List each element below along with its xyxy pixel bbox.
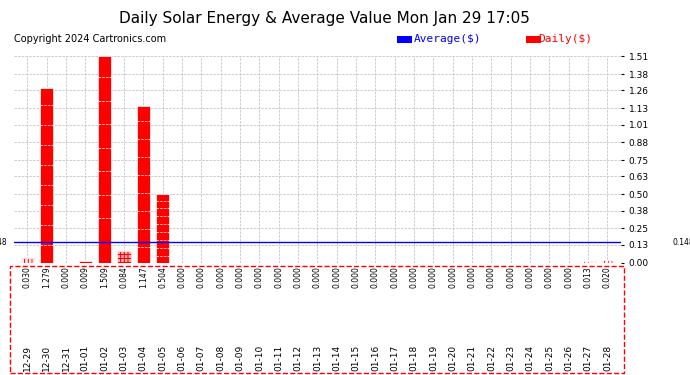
Text: 0.000: 0.000 xyxy=(429,266,438,288)
Text: 0.000: 0.000 xyxy=(468,266,477,288)
Text: 0.000: 0.000 xyxy=(448,266,457,288)
Text: 01-26: 01-26 xyxy=(564,345,573,371)
Text: 01-24: 01-24 xyxy=(526,345,535,371)
Bar xyxy=(40,88,53,262)
Text: 1.279: 1.279 xyxy=(42,266,51,288)
Bar xyxy=(21,258,34,262)
Bar xyxy=(98,56,112,262)
Text: 01-02: 01-02 xyxy=(100,345,109,371)
Text: 0.000: 0.000 xyxy=(293,266,302,288)
Text: 01-23: 01-23 xyxy=(506,345,515,371)
Text: 0.000: 0.000 xyxy=(197,266,206,288)
Text: 01-19: 01-19 xyxy=(429,345,438,371)
Text: 0.000: 0.000 xyxy=(545,266,554,288)
Text: 12-31: 12-31 xyxy=(61,345,70,371)
Text: 01-12: 01-12 xyxy=(293,345,302,371)
Text: 01-15: 01-15 xyxy=(352,345,361,371)
Text: 0.020: 0.020 xyxy=(603,266,612,288)
Text: Daily Solar Energy & Average Value Mon Jan 29 17:05: Daily Solar Energy & Average Value Mon J… xyxy=(119,11,530,26)
Text: 0.148: 0.148 xyxy=(673,238,690,247)
Text: 0.000: 0.000 xyxy=(487,266,496,288)
Text: 0.030: 0.030 xyxy=(23,266,32,288)
Bar xyxy=(79,261,92,262)
Text: 0.000: 0.000 xyxy=(313,266,322,288)
Bar xyxy=(582,261,595,262)
Text: Daily($): Daily($) xyxy=(538,34,592,44)
Text: 01-10: 01-10 xyxy=(255,345,264,371)
Text: 01-20: 01-20 xyxy=(448,345,457,371)
Bar xyxy=(156,194,170,262)
Text: 01-08: 01-08 xyxy=(216,345,225,371)
Text: 12-30: 12-30 xyxy=(42,345,51,371)
Text: 01-25: 01-25 xyxy=(545,345,554,371)
Text: 0.009: 0.009 xyxy=(81,266,90,288)
Text: Average($): Average($) xyxy=(414,34,482,44)
Text: 01-04: 01-04 xyxy=(139,345,148,371)
Text: 0.000: 0.000 xyxy=(526,266,535,288)
Text: 01-17: 01-17 xyxy=(391,345,400,371)
Text: 0.013: 0.013 xyxy=(584,266,593,288)
Text: 01-07: 01-07 xyxy=(197,345,206,371)
Bar xyxy=(601,260,614,262)
Text: 01-01: 01-01 xyxy=(81,345,90,371)
Text: 0.000: 0.000 xyxy=(61,266,70,288)
Text: Copyright 2024 Cartronics.com: Copyright 2024 Cartronics.com xyxy=(14,34,166,44)
Text: 01-28: 01-28 xyxy=(603,345,612,371)
Text: 01-18: 01-18 xyxy=(410,345,419,371)
Text: 01-27: 01-27 xyxy=(584,345,593,371)
Text: 0.148: 0.148 xyxy=(0,238,7,247)
Text: 0.000: 0.000 xyxy=(352,266,361,288)
Bar xyxy=(137,106,150,262)
Text: 1.509: 1.509 xyxy=(100,266,109,288)
Text: 0.000: 0.000 xyxy=(564,266,573,288)
Text: 0.000: 0.000 xyxy=(506,266,515,288)
Text: 01-14: 01-14 xyxy=(333,345,342,371)
Text: 12-29: 12-29 xyxy=(23,345,32,371)
Text: 01-16: 01-16 xyxy=(371,345,380,371)
Text: 0.000: 0.000 xyxy=(274,266,283,288)
Text: 01-06: 01-06 xyxy=(177,345,186,371)
Text: 0.000: 0.000 xyxy=(235,266,244,288)
Text: 0.000: 0.000 xyxy=(216,266,225,288)
Bar xyxy=(117,251,131,262)
Text: 0.000: 0.000 xyxy=(391,266,400,288)
Text: 0.000: 0.000 xyxy=(333,266,342,288)
Text: 0.000: 0.000 xyxy=(177,266,186,288)
Text: 01-11: 01-11 xyxy=(274,345,283,371)
Text: 0.504: 0.504 xyxy=(158,266,167,288)
Text: 1.147: 1.147 xyxy=(139,266,148,288)
Text: 01-13: 01-13 xyxy=(313,345,322,371)
Text: 0.000: 0.000 xyxy=(410,266,419,288)
Text: 01-09: 01-09 xyxy=(235,345,244,371)
Text: 01-22: 01-22 xyxy=(487,345,496,371)
Text: 01-21: 01-21 xyxy=(468,345,477,371)
Text: 01-05: 01-05 xyxy=(158,345,167,371)
Text: 01-03: 01-03 xyxy=(119,345,128,371)
Text: 0.000: 0.000 xyxy=(371,266,380,288)
Text: 0.000: 0.000 xyxy=(255,266,264,288)
Text: 0.084: 0.084 xyxy=(119,266,128,288)
